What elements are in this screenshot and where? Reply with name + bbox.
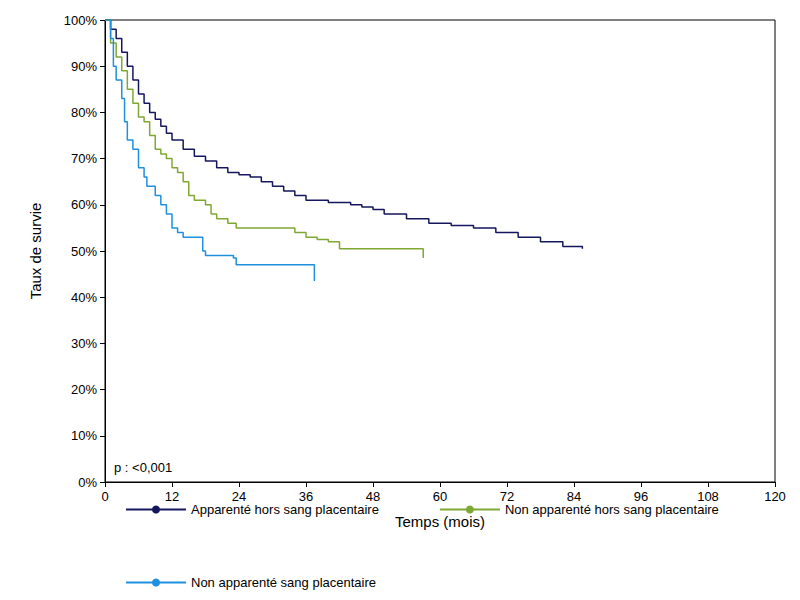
- svg-text:Apparenté hors sang placentair: Apparenté hors sang placentaire: [191, 502, 379, 517]
- svg-text:p : <0,001: p : <0,001: [114, 460, 172, 475]
- svg-text:50%: 50%: [71, 244, 97, 259]
- svg-text:80%: 80%: [71, 105, 97, 120]
- svg-text:84: 84: [566, 489, 582, 504]
- svg-text:0: 0: [101, 489, 108, 504]
- svg-text:40%: 40%: [71, 290, 97, 305]
- svg-text:30%: 30%: [71, 336, 97, 351]
- svg-text:Taux de survie: Taux de survie: [27, 203, 44, 300]
- svg-text:72: 72: [499, 489, 515, 504]
- svg-text:120: 120: [764, 489, 786, 504]
- svg-text:20%: 20%: [71, 382, 97, 397]
- svg-text:108: 108: [697, 489, 719, 504]
- svg-text:100%: 100%: [64, 13, 98, 28]
- svg-text:10%: 10%: [71, 428, 97, 443]
- svg-text:60: 60: [433, 489, 447, 504]
- svg-text:0%: 0%: [78, 475, 97, 490]
- svg-text:48: 48: [365, 489, 381, 504]
- svg-text:60%: 60%: [71, 197, 97, 212]
- svg-text:24: 24: [231, 489, 247, 504]
- svg-text:12: 12: [165, 489, 179, 504]
- svg-text:Non apparenté hors sang placen: Non apparenté hors sang placentaire: [505, 502, 719, 517]
- svg-text:Non apparenté sang placentaire: Non apparenté sang placentaire: [191, 575, 376, 590]
- svg-text:Temps (mois): Temps (mois): [395, 513, 485, 530]
- svg-text:96: 96: [633, 489, 649, 504]
- svg-text:90%: 90%: [71, 59, 97, 74]
- svg-text:70%: 70%: [71, 151, 97, 166]
- svg-text:36: 36: [298, 489, 314, 504]
